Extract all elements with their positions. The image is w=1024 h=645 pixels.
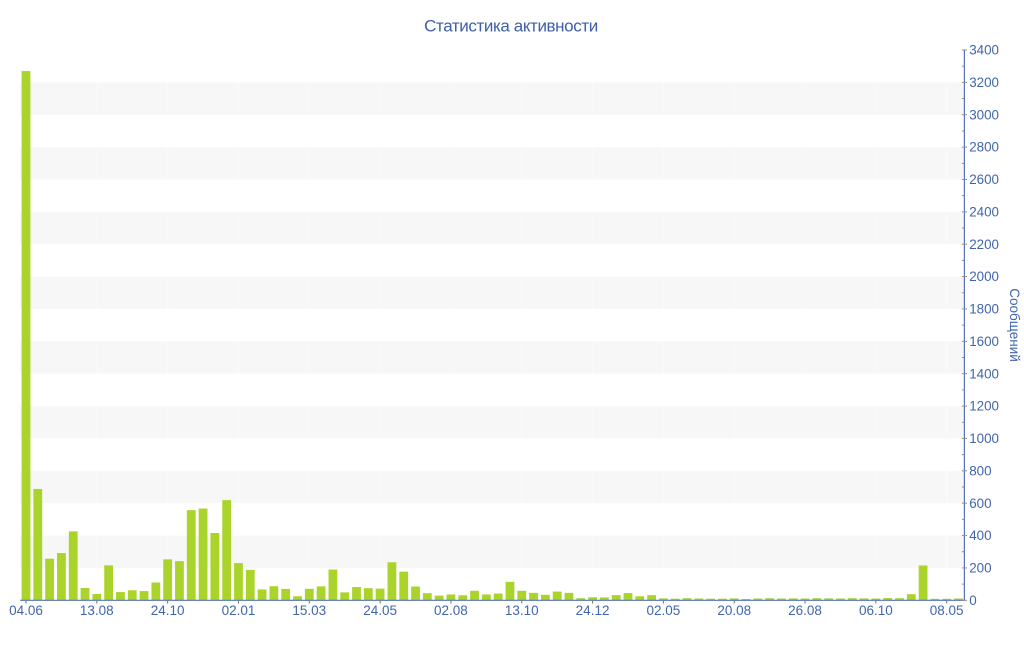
svg-text:24.12: 24.12 — [576, 603, 610, 618]
svg-text:13.08: 13.08 — [80, 603, 114, 618]
svg-text:02.08: 02.08 — [434, 603, 468, 618]
svg-text:2600: 2600 — [969, 172, 999, 187]
svg-text:600: 600 — [969, 496, 991, 511]
svg-text:08.05: 08.05 — [930, 603, 964, 618]
svg-text:2400: 2400 — [969, 204, 999, 219]
svg-text:800: 800 — [969, 463, 991, 478]
svg-text:1600: 1600 — [969, 334, 999, 349]
svg-text:3000: 3000 — [969, 107, 999, 122]
svg-text:02.05: 02.05 — [647, 603, 681, 618]
svg-text:3200: 3200 — [969, 75, 999, 90]
svg-text:400: 400 — [969, 528, 991, 543]
svg-text:Сообщений: Сообщений — [1007, 288, 1022, 362]
svg-text:2800: 2800 — [969, 140, 999, 155]
svg-text:2200: 2200 — [969, 237, 999, 252]
svg-text:02.01: 02.01 — [222, 603, 256, 618]
svg-text:200: 200 — [969, 561, 991, 576]
svg-text:Статистика активности: Статистика активности — [424, 17, 598, 36]
svg-text:20.08: 20.08 — [717, 603, 751, 618]
svg-text:24.05: 24.05 — [363, 603, 397, 618]
svg-text:1200: 1200 — [969, 399, 999, 414]
svg-text:1400: 1400 — [969, 366, 999, 381]
svg-text:24.10: 24.10 — [151, 603, 185, 618]
svg-text:04.06: 04.06 — [9, 603, 43, 618]
svg-text:3400: 3400 — [969, 43, 999, 58]
svg-text:26.08: 26.08 — [788, 603, 822, 618]
svg-text:06.10: 06.10 — [859, 603, 893, 618]
svg-text:15.03: 15.03 — [292, 603, 326, 618]
svg-text:1000: 1000 — [969, 431, 999, 446]
svg-text:0: 0 — [969, 593, 976, 608]
svg-text:1800: 1800 — [969, 302, 999, 317]
svg-text:13.10: 13.10 — [505, 603, 539, 618]
svg-text:2000: 2000 — [969, 269, 999, 284]
